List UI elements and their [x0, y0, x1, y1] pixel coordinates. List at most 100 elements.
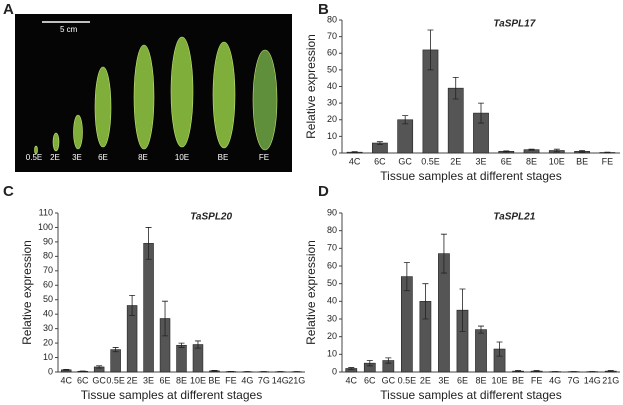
x-tick-label: 4G: [549, 375, 561, 385]
y-tick-label: 0: [332, 366, 337, 376]
y-tick-label: 60: [327, 48, 337, 58]
y-tick-label: 90: [327, 207, 337, 217]
x-tick-label: 6E: [501, 156, 512, 166]
error-bar: [351, 151, 358, 154]
error-bar: [178, 342, 185, 348]
stage-label: 2E: [50, 153, 60, 162]
y-axis-title: Relative expression: [20, 240, 34, 345]
y-tick-label: 20: [327, 114, 337, 124]
error-bar: [427, 29, 434, 71]
error-bar: [162, 300, 169, 337]
error-bar: [385, 357, 392, 364]
error-bar: [503, 150, 510, 153]
x-tick-label: 0.5E: [421, 156, 440, 166]
error-bar: [607, 370, 614, 373]
x-tick-label: 6E: [160, 375, 171, 385]
error-bar: [129, 294, 136, 317]
x-tick-label: FE: [531, 375, 543, 385]
x-axis-title: Tissue samples at different stages: [380, 169, 561, 183]
error-bar: [96, 365, 103, 369]
error-bar: [478, 325, 484, 334]
error-bar: [604, 151, 611, 154]
panel-label: D: [318, 183, 329, 200]
error-bar: [459, 288, 466, 332]
error-bar: [528, 148, 535, 151]
y-tick-label: 40: [327, 81, 337, 91]
y-tick-label: 20: [327, 331, 337, 341]
x-tick-label: BE: [576, 156, 588, 166]
x-tick-label: 0.5E: [398, 375, 417, 385]
panel-label: B: [318, 1, 329, 18]
error-bar: [112, 347, 119, 353]
y-tick-label: 20: [43, 337, 53, 347]
error-bar: [194, 340, 201, 349]
bar: [475, 329, 487, 373]
stage-label: 8E: [138, 153, 148, 162]
wheat-ears: [34, 36, 278, 155]
x-tick-label: FE: [225, 375, 237, 385]
scale-label: 5 cm: [60, 25, 78, 34]
x-tick-label: 8E: [176, 375, 187, 385]
y-tick-label: 60: [43, 280, 53, 290]
error-bar: [402, 115, 409, 125]
error-bar: [376, 141, 383, 145]
y-tick-label: 10: [327, 349, 337, 359]
x-tick-label: 3E: [475, 156, 486, 166]
x-tick-label: BE: [208, 375, 220, 385]
error-bar: [533, 370, 540, 373]
error-bar: [211, 370, 218, 372]
x-tick-label: GC: [382, 375, 396, 385]
y-tick-label: 70: [327, 31, 337, 41]
panel-label: C: [3, 183, 14, 200]
x-tick-label: 6C: [364, 375, 376, 385]
stage-label: 10E: [175, 153, 189, 162]
x-tick-label: BE: [512, 375, 524, 385]
error-bar: [579, 150, 586, 153]
y-tick-label: 10: [43, 352, 53, 362]
error-bar: [422, 283, 429, 320]
y-tick-label: 30: [43, 323, 53, 333]
x-tick-label: 0.5E: [106, 375, 125, 385]
panel-label: A: [3, 1, 14, 18]
bar: [176, 344, 187, 373]
error-bar: [440, 233, 447, 274]
x-tick-label: 10E: [190, 375, 206, 385]
x-tick-label: 8E: [526, 156, 537, 166]
y-tick-label: 60: [327, 260, 337, 270]
x-tick-label: GC: [398, 156, 412, 166]
x-tick-label: 3E: [438, 375, 449, 385]
x-tick-label: FE: [602, 156, 614, 166]
y-tick-label: 80: [327, 225, 337, 235]
bar: [143, 243, 154, 373]
y-tick-label: 110: [39, 207, 53, 217]
x-tick-label: 4C: [346, 375, 358, 385]
x-tick-label: 14G: [584, 375, 601, 385]
bar: [110, 349, 121, 373]
y-tick-label: 70: [327, 243, 337, 253]
x-tick-label: 7G: [258, 375, 270, 385]
y-tick-label: 100: [38, 222, 53, 232]
stage-label: 0.5E: [26, 153, 42, 162]
x-tick-label: 4C: [60, 375, 72, 385]
y-tick-label: 50: [43, 294, 53, 304]
y-tick-label: 30: [327, 98, 337, 108]
error-bar: [496, 341, 503, 357]
y-tick-label: 0: [332, 147, 337, 157]
y-tick-label: 80: [327, 14, 337, 24]
x-tick-label: 4C: [349, 156, 361, 166]
error-bar: [452, 76, 459, 100]
error-bar: [478, 102, 484, 124]
y-axis-title: Relative expression: [304, 34, 318, 139]
y-tick-label: 50: [327, 278, 337, 288]
x-tick-label: 6E: [457, 375, 468, 385]
bar: [192, 344, 204, 373]
x-tick-label: 4G: [241, 375, 253, 385]
gene-title: TaSPL17: [493, 19, 535, 30]
x-tick-label: 14G: [272, 375, 289, 385]
y-tick-label: 80: [43, 251, 53, 261]
error-bar: [403, 262, 410, 292]
error-bar: [79, 370, 86, 372]
x-tick-label: GC: [92, 375, 106, 385]
error-bar: [515, 370, 522, 373]
gene-title: TaSPL21: [493, 212, 535, 223]
